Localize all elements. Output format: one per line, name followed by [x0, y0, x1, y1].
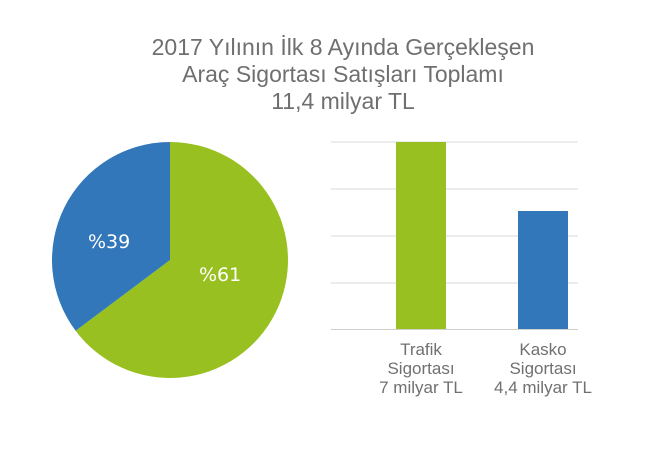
pie-label-kasko: %39	[88, 231, 131, 253]
title-line-1: 2017 Yılının İlk 8 Ayında Gerçekleşen	[151, 34, 535, 60]
bar-label-kasko-line3: 4,4 milyar TL	[494, 378, 592, 397]
pie-label-trafik: %61	[199, 264, 242, 286]
bar-kasko	[518, 211, 568, 329]
pie-slice-kasko	[52, 142, 170, 331]
bar-chart	[331, 141, 578, 330]
bar-label-kasko: Kasko Sigortası 4,4 milyar TL	[473, 340, 613, 397]
chart-title: 2017 Yılının İlk 8 Ayında Gerçekleşen Ar…	[0, 34, 670, 115]
bar-label-kasko-line1: Kasko	[519, 340, 567, 359]
bar-trafik	[396, 142, 446, 329]
bar-label-trafik-line3: 7 milyar TL	[379, 378, 463, 397]
pie-slice-trafik	[75, 142, 289, 378]
title-line-2: Araç Sigortası Satışları Toplamı	[182, 61, 504, 87]
bar-label-trafik-line2: Sigortası	[387, 359, 455, 378]
bar-label-trafik: Trafik Sigortası 7 milyar TL	[351, 340, 491, 397]
pie-chart	[52, 142, 289, 378]
title-line-3: 11,4 milyar TL	[271, 88, 415, 114]
bar-label-kasko-line2: Sigortası	[509, 359, 577, 378]
bar-label-trafik-line1: Trafik	[400, 340, 442, 359]
